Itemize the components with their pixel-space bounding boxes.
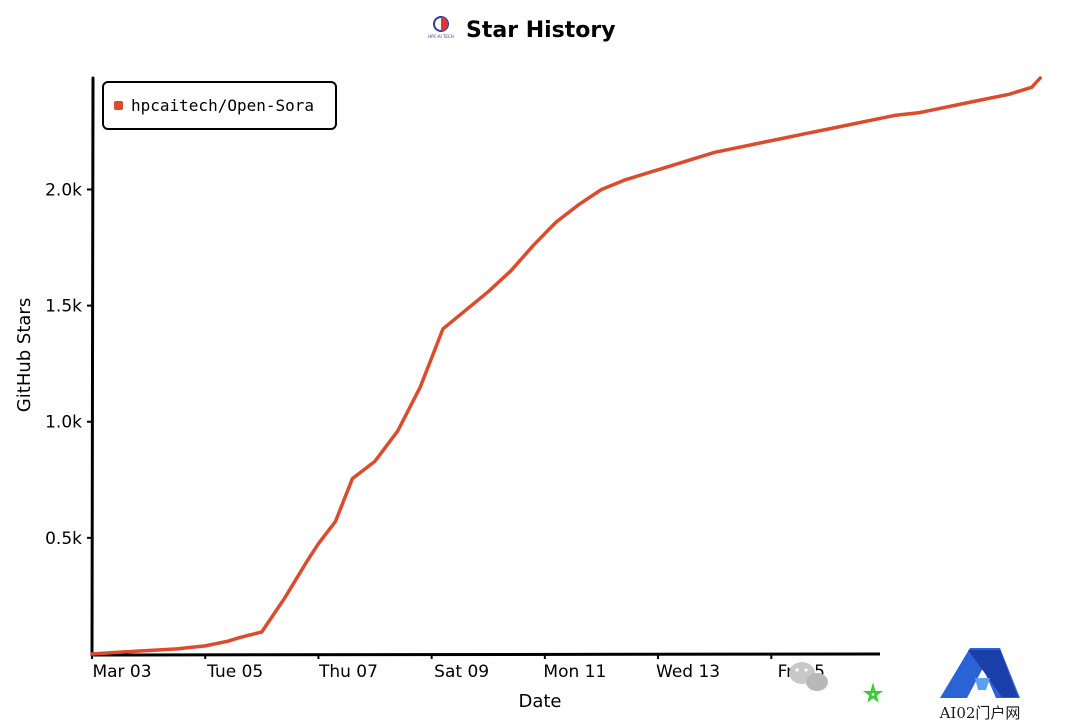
series-point — [668, 165, 671, 167]
series-layer — [90, 76, 1042, 656]
x-axis-title: Date — [518, 691, 561, 712]
series-point — [397, 430, 399, 432]
series-point — [804, 133, 806, 135]
series-point — [334, 521, 336, 523]
series-point — [714, 151, 716, 153]
series-point — [1008, 93, 1010, 95]
series-point — [487, 291, 489, 293]
watermark-site-text: AI02门户网 — [939, 704, 1021, 721]
series-point — [759, 142, 761, 144]
series-point — [600, 188, 603, 191]
series-point — [646, 172, 648, 174]
watermark-overlay: AI02门户网 — [789, 640, 1080, 721]
series-point — [176, 648, 178, 650]
y-tick-label: 2.0k — [45, 180, 82, 200]
wechat-icon — [789, 662, 828, 691]
series-point — [827, 128, 829, 130]
series-point — [238, 637, 240, 639]
x-tick-label: Mon 11 — [543, 662, 606, 682]
series-line-0 — [90, 76, 1042, 656]
series-point — [623, 179, 625, 181]
chart-header: HPC-AI TECH Star History — [428, 16, 616, 43]
series-point — [1039, 77, 1041, 79]
series-point — [442, 328, 444, 330]
y-axis-line — [90, 76, 95, 657]
series-point — [940, 107, 942, 109]
series-point — [465, 309, 467, 311]
series-point — [283, 597, 286, 599]
legend-label: hpcaitech/Open-Sora — [131, 96, 314, 115]
ai02-logo-icon — [940, 648, 1020, 698]
series-point — [510, 270, 512, 272]
series-point — [555, 221, 557, 223]
y-tick-labels: 0.5k 1.0k 1.5k 2.0k — [45, 180, 92, 549]
series-point — [532, 244, 535, 246]
y-tick-label: 1.0k — [45, 413, 82, 433]
series-point — [148, 649, 150, 652]
y-tick-label: 0.5k — [45, 529, 82, 549]
series-point — [691, 158, 693, 160]
series-point — [306, 560, 308, 562]
x-tick-label: Mar 03 — [92, 662, 151, 682]
series-point — [317, 543, 319, 545]
series-point — [419, 386, 421, 388]
hpcai-logo-icon: HPC-AI TECH — [428, 16, 454, 39]
y-axis-title: GitHub Stars — [14, 298, 35, 412]
series-point — [782, 137, 784, 139]
series-point — [261, 631, 263, 633]
series-point — [204, 645, 206, 647]
star-outline-icon — [862, 682, 884, 703]
series-point — [736, 147, 738, 149]
x-tick-label: Wed 13 — [656, 662, 720, 682]
x-axis-line — [90, 652, 882, 657]
series-point — [872, 119, 874, 121]
x-tick-label: Sat 09 — [434, 662, 489, 682]
legend: hpcaitech/Open-Sora — [102, 81, 337, 130]
series-point — [91, 653, 93, 655]
y-tick-label: 1.5k — [45, 297, 82, 317]
series-point — [1031, 86, 1033, 88]
series-point — [895, 114, 897, 116]
series-point — [119, 651, 121, 653]
logo-label: HPC-AI TECH — [428, 34, 454, 39]
series-point — [578, 204, 580, 206]
series-point — [849, 123, 852, 126]
legend-box — [102, 81, 337, 130]
chart-title: Star History — [466, 18, 616, 43]
x-tick-labels: Mar 03 Tue 05 Thu 07 Sat 09 Mon 11 Wed 13 Fri … — [91, 654, 825, 682]
series-point — [374, 460, 376, 462]
x-tick-label: Thu 07 — [318, 662, 378, 682]
series-point — [351, 478, 353, 480]
x-tick-label: Tue 05 — [206, 662, 263, 682]
series-point — [963, 102, 965, 105]
series-point — [985, 98, 988, 100]
legend-swatch — [114, 101, 123, 110]
series-point — [227, 640, 229, 642]
series-point — [917, 112, 920, 114]
axes — [90, 76, 882, 657]
